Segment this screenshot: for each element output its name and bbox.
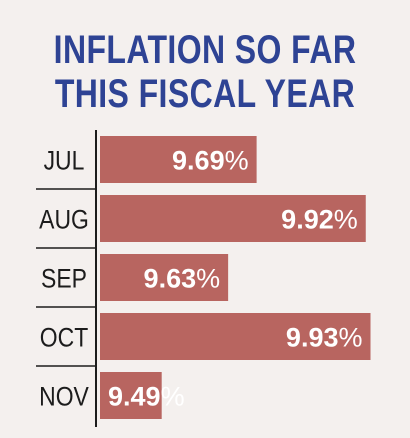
category-label-oct: OCT [40, 323, 88, 353]
value-label-jul: 9.69% [172, 146, 249, 176]
bar-oct [100, 313, 371, 360]
bar-aug [100, 195, 366, 242]
bar-nov [100, 372, 162, 419]
bar-jul [100, 136, 257, 183]
value-label-nov: 9.49% [108, 382, 185, 412]
chart-title: INFLATION SO FAR THIS FISCAL YEAR [41, 28, 369, 116]
chart-title-line-1: INFLATION SO FAR [53, 28, 357, 72]
bar-sep [100, 254, 229, 301]
category-label-aug: AUG [39, 205, 89, 235]
category-label-sep: SEP [41, 264, 87, 294]
category-label-nov: NOV [39, 382, 89, 412]
value-label-aug: 9.92% [281, 205, 358, 235]
category-label-jul: JUL [44, 146, 85, 176]
value-label-oct: 9.93% [286, 323, 363, 353]
chart-title-line-2: THIS FISCAL YEAR [54, 72, 356, 116]
value-label-sep: 9.63% [144, 264, 221, 294]
